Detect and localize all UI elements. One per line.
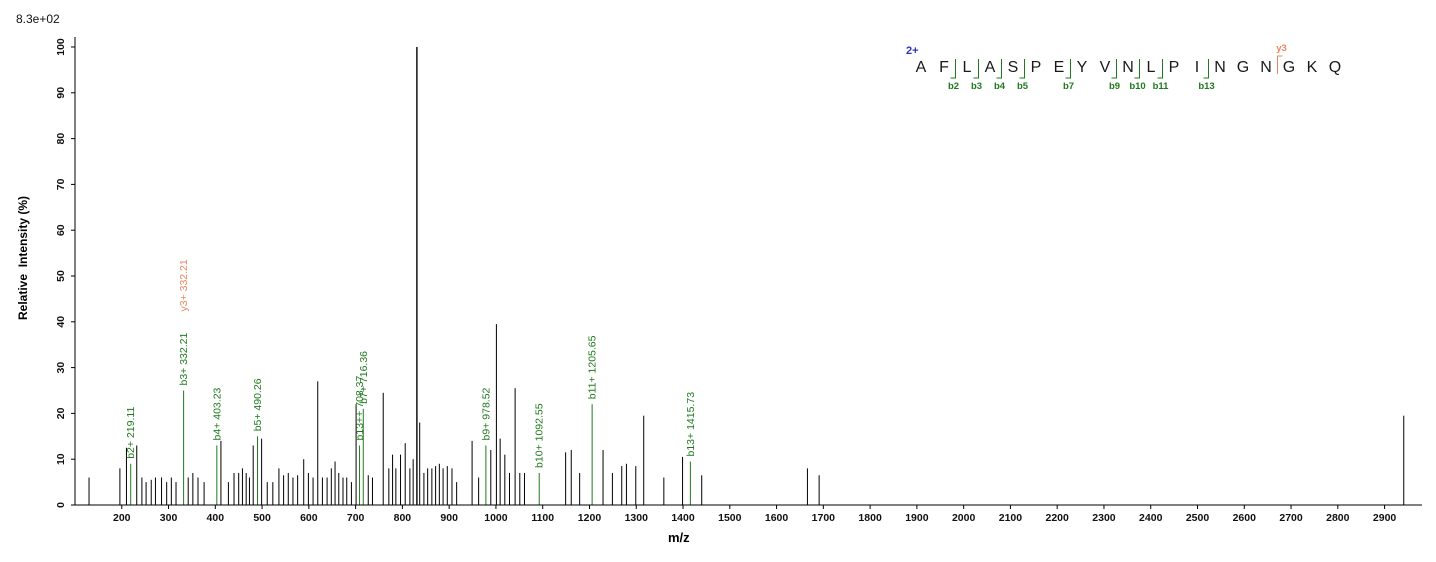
b-ion-peak-annotation: b3+ 332.21 (178, 332, 190, 385)
y-tick-label: 20 (55, 407, 67, 419)
x-tick-label: 2400 (1139, 512, 1163, 524)
x-tick-label: 500 (253, 512, 271, 524)
x-tick-label: 2100 (999, 512, 1023, 524)
residue-14: N (1214, 59, 1226, 76)
b-ion-marker (1203, 59, 1209, 79)
x-tick-label: 2600 (1233, 512, 1257, 524)
x-tick-label: 1400 (671, 512, 695, 524)
x-tick-label: 1000 (484, 512, 508, 524)
residue-2: F (939, 59, 949, 76)
x-tick-label: 1700 (812, 512, 836, 524)
residue-1: A (916, 59, 927, 76)
y-tick-label: 70 (55, 178, 67, 190)
x-tick-label: 1600 (765, 512, 789, 524)
y-ion-marker (1277, 55, 1283, 74)
residue-18: K (1307, 59, 1318, 76)
y-tick-label: 30 (55, 362, 67, 374)
y-tick-label: 10 (55, 453, 67, 465)
x-tick-label: 400 (207, 512, 225, 524)
b-ion-marker (1019, 59, 1025, 79)
y-tick-label: 90 (55, 87, 67, 99)
b-ion-label: b11 (1153, 81, 1170, 92)
b-ion-peak-annotation: b2+ 219.11 (125, 407, 137, 459)
b-ion-marker (1111, 59, 1117, 79)
b-ion-marker (1157, 59, 1163, 79)
residue-11: L (1147, 59, 1156, 76)
y-tick-label: 0 (55, 502, 67, 508)
x-tick-label: 600 (300, 512, 318, 524)
b-ion-label: b5 (1017, 81, 1029, 92)
y-tick-label: 80 (55, 133, 67, 145)
residue-3: L (963, 59, 972, 76)
b-ion-label: b4 (994, 81, 1006, 92)
x-tick-label: 2500 (1186, 512, 1210, 524)
b-ion-peak-annotation: b5+ 490.26 (252, 378, 264, 431)
y-ion-peak-annotation: y3+ 332.21 (178, 259, 190, 311)
x-tick-label: 2200 (1046, 512, 1070, 524)
b-ion-peak-annotation: b7+ 716.36 (358, 351, 370, 404)
residue-15: G (1237, 59, 1249, 76)
residue-7: E (1054, 59, 1065, 76)
b-ion-marker (996, 59, 1002, 79)
y-tick-label: 60 (55, 224, 67, 236)
residue-6: P (1031, 59, 1042, 76)
b-ion-marker (1065, 59, 1071, 79)
b-ion-marker (1134, 59, 1140, 79)
b-ion-label: b3 (971, 81, 982, 92)
x-tick-label: 2000 (952, 512, 976, 524)
b-ion-marker (973, 59, 979, 79)
y-ion-label: y3 (1276, 43, 1287, 54)
x-tick-label: 2300 (1092, 512, 1116, 524)
b-ion-peak-annotation: b13+ 1415.73 (685, 392, 697, 457)
b-ion-peak-annotation: b9+ 978.52 (480, 387, 492, 440)
b-ion-peak-annotation: b4+ 403.23 (211, 387, 223, 440)
b-ion-label: b13 (1198, 81, 1214, 92)
residue-8: Y (1077, 59, 1088, 76)
residue-9: V (1100, 59, 1111, 76)
x-tick-label: 300 (160, 512, 178, 524)
y-tick-label: 40 (55, 316, 67, 328)
residue-16: N (1260, 59, 1272, 76)
x-tick-label: 1800 (858, 512, 882, 524)
b-ion-label: b10 (1129, 81, 1145, 92)
y-tick-label: 50 (55, 270, 67, 282)
x-tick-label: 2700 (1279, 512, 1303, 524)
x-tick-label: 900 (440, 512, 458, 524)
x-tick-label: 700 (347, 512, 365, 524)
b-ion-label: b2 (948, 81, 959, 92)
x-tick-label: 1100 (531, 512, 554, 524)
residue-19: Q (1329, 59, 1341, 76)
y-tick-label: 100 (55, 38, 67, 56)
x-tick-label: 1300 (625, 512, 649, 524)
b-ion-peak-annotation: b11+ 1205.65 (587, 335, 599, 399)
x-tick-label: 200 (113, 512, 131, 524)
x-tick-label: 1900 (905, 512, 929, 524)
b-ion-peak-annotation: b13++ 708.37 (354, 375, 366, 440)
b-ion-marker (950, 59, 956, 79)
b-ion-label: b9 (1109, 81, 1120, 92)
residue-12: P (1169, 59, 1180, 76)
x-tick-label: 2800 (1326, 512, 1350, 524)
residue-17: G (1283, 59, 1295, 76)
x-axis-title: m/z (668, 530, 690, 545)
b-ion-label: b7 (1063, 81, 1074, 92)
b-ion-peak-annotation: b10+ 1092.55 (534, 403, 546, 468)
peptide-sequence-panel: A F L A S P E Y V N L P I N G N G K Q2+b2 b3 b4 b5 b7 b9 b10 b11 b… (906, 43, 1341, 92)
x-tick-label: 2900 (1373, 512, 1397, 524)
residue-4: A (985, 59, 996, 76)
residue-5: S (1008, 59, 1019, 76)
x-tick-label: 1200 (578, 512, 602, 524)
base-peak-intensity-label: 8.3e+02 (16, 12, 60, 26)
precursor-charge-label: 2+ (906, 45, 919, 57)
x-tick-label: 800 (394, 512, 412, 524)
residue-13: I (1195, 59, 1199, 76)
x-tick-label: 1500 (718, 512, 742, 524)
residue-10: N (1122, 59, 1134, 76)
